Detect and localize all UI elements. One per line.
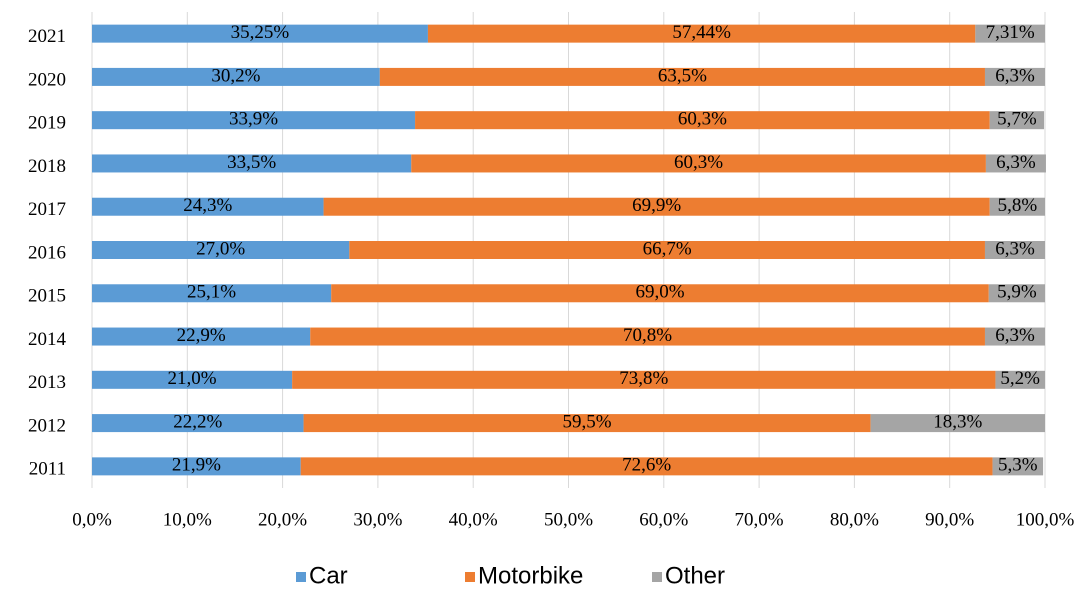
x-tick-label: 30,0% — [353, 509, 402, 530]
bar-segment — [988, 284, 1045, 303]
data-label: 5,7% — [997, 109, 1037, 130]
bar-segment — [92, 154, 412, 173]
bar-segment — [92, 24, 428, 43]
bar-segment — [984, 327, 1045, 346]
x-tick-label: 0,0% — [72, 509, 112, 530]
legend-swatch — [465, 572, 475, 582]
data-label: 21,9% — [172, 455, 221, 476]
bar-segment — [303, 414, 871, 433]
x-tick-label: 70,0% — [735, 509, 784, 530]
bar-segment — [427, 24, 976, 43]
data-label: 6,3% — [996, 152, 1036, 173]
data-label: 6,3% — [995, 325, 1035, 346]
bar-segment — [992, 457, 1044, 476]
legend-swatch — [296, 572, 306, 582]
y-tick-label: 2019 — [28, 113, 66, 134]
data-label: 6,3% — [995, 238, 1035, 259]
bar-segment — [300, 457, 993, 476]
data-label: 21,0% — [168, 368, 217, 389]
bar-segment — [975, 24, 1045, 43]
x-tick-label: 60,0% — [639, 509, 688, 530]
bar-segment — [92, 370, 293, 389]
y-tick-label: 2016 — [28, 242, 66, 263]
data-label: 69,9% — [632, 195, 681, 216]
data-label: 63,5% — [658, 65, 707, 86]
bar-segment — [92, 111, 416, 130]
data-label: 60,3% — [674, 152, 723, 173]
bar-segment — [349, 241, 985, 259]
bar-segment — [92, 67, 380, 86]
y-tick-label: 2015 — [28, 286, 66, 307]
data-label: 70,8% — [623, 325, 672, 346]
x-tick-label: 90,0% — [925, 509, 974, 530]
data-label: 22,9% — [177, 325, 226, 346]
bar-segment — [92, 241, 350, 259]
bar-segment — [92, 457, 301, 476]
bar-segment — [92, 197, 324, 216]
data-label: 57,44% — [672, 22, 731, 43]
legend-label: Other — [665, 562, 725, 589]
bar-segment — [331, 284, 989, 303]
data-label: 72,6% — [622, 455, 671, 476]
x-tick-label: 50,0% — [544, 509, 593, 530]
legend-label: Motorbike — [478, 562, 583, 589]
bar-segment — [92, 327, 311, 346]
bar-segment — [984, 67, 1045, 86]
bar-segment — [310, 327, 985, 346]
x-tick-label: 80,0% — [830, 509, 879, 530]
y-tick-label: 2020 — [28, 69, 66, 90]
data-label: 24,3% — [183, 195, 232, 216]
x-tick-label: 100,0% — [1016, 509, 1075, 530]
data-label: 18,3% — [933, 411, 982, 432]
bar-segment — [984, 241, 1045, 259]
data-label: 30,2% — [211, 65, 260, 86]
x-tick-label: 10,0% — [163, 509, 212, 530]
bar-segment — [989, 111, 1045, 130]
y-tick-label: 2014 — [28, 329, 67, 350]
bar-segment — [411, 154, 986, 173]
y-tick-label: 2018 — [28, 156, 66, 177]
y-tick-label: 2011 — [29, 459, 66, 480]
legend-swatch — [652, 572, 662, 582]
data-label: 69,0% — [635, 282, 684, 303]
data-label: 33,5% — [227, 152, 276, 173]
y-tick-label: 2021 — [28, 26, 66, 47]
data-label: 6,3% — [995, 65, 1035, 86]
data-label: 73,8% — [619, 368, 668, 389]
data-label: 66,7% — [643, 238, 692, 259]
data-label: 35,25% — [231, 22, 290, 43]
data-label: 5,8% — [998, 195, 1038, 216]
bar-segment — [415, 111, 990, 130]
bar-segment — [323, 197, 990, 216]
y-tick-label: 2013 — [28, 372, 66, 393]
bar-segment — [870, 414, 1045, 433]
data-label: 5,3% — [998, 455, 1038, 476]
data-label: 60,3% — [678, 109, 727, 130]
y-tick-label: 2012 — [28, 415, 66, 436]
data-label: 25,1% — [187, 282, 236, 303]
bar-segment — [995, 370, 1045, 389]
data-label: 5,2% — [1000, 368, 1040, 389]
x-tick-label: 40,0% — [449, 509, 498, 530]
data-label: 27,0% — [196, 238, 245, 259]
bar-segment — [989, 197, 1045, 216]
data-label: 7,31% — [986, 22, 1035, 43]
data-label: 59,5% — [563, 411, 612, 432]
legend-label: Car — [309, 562, 348, 589]
bar-segment — [92, 414, 304, 433]
data-label: 33,9% — [229, 109, 278, 130]
bar-segment — [985, 154, 1046, 173]
bar-segment — [292, 370, 996, 389]
x-tick-label: 20,0% — [258, 509, 307, 530]
data-label: 5,9% — [997, 282, 1037, 303]
data-label: 22,2% — [173, 411, 222, 432]
bar-segment — [92, 284, 332, 303]
bar-segment — [379, 67, 985, 86]
y-tick-label: 2017 — [28, 199, 66, 220]
